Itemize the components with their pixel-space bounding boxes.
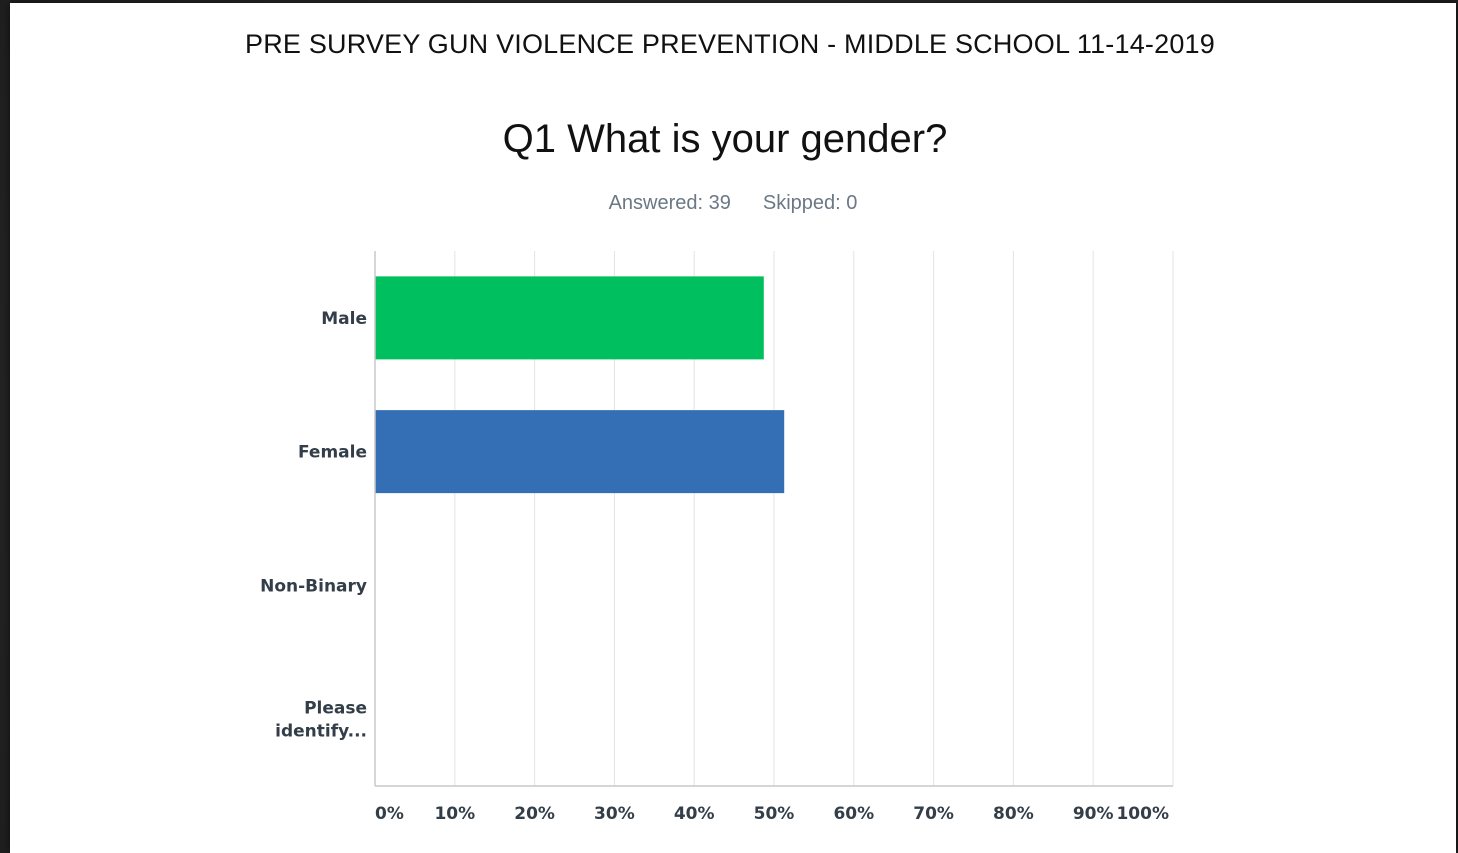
category-label: Please identify... xyxy=(275,699,367,742)
x-tick-label: 20% xyxy=(514,804,555,824)
x-tick-label: 80% xyxy=(993,804,1034,824)
bar xyxy=(375,276,764,360)
skipped-count: Skipped: 0 xyxy=(762,192,858,214)
slide: PRE SURVEY GUN VIOLENCE PREVENTION - MID… xyxy=(10,3,1456,853)
bars xyxy=(375,276,785,494)
x-tick-label: 40% xyxy=(674,804,715,824)
category-label-line: Please xyxy=(304,699,367,719)
x-tick-label: 0% xyxy=(375,804,404,824)
category-label: Non-Binary xyxy=(260,576,367,596)
response-summary: Answered: 39 Skipped: 0 xyxy=(10,192,1456,215)
bar xyxy=(375,410,785,494)
category-label: Male xyxy=(321,309,367,329)
category-label: Female xyxy=(298,443,367,463)
category-label-line: Male xyxy=(321,309,367,329)
category-label-line: Non-Binary xyxy=(260,576,367,596)
axes xyxy=(374,251,1173,787)
category-label-line: Female xyxy=(298,443,367,463)
x-tick-label: 30% xyxy=(594,804,635,824)
x-tick-label: 60% xyxy=(833,804,874,824)
bar-chart: Male Female Non-Binary Please identify... 0%… xyxy=(260,251,1174,824)
x-tick-label: 50% xyxy=(754,804,795,824)
category-label-line: identify... xyxy=(275,722,367,742)
page-title: PRE SURVEY GUN VIOLENCE PREVENTION - MID… xyxy=(245,29,1215,59)
x-tick-label: 70% xyxy=(913,804,954,824)
question-title: Q1 What is your gender? xyxy=(502,117,948,161)
x-tick-label: 100% xyxy=(1116,804,1169,824)
answered-count: Answered: 39 xyxy=(608,192,731,214)
x-tick-label: 10% xyxy=(434,804,475,824)
x-tick-label: 90% xyxy=(1073,804,1114,824)
category-labels: Male Female Non-Binary Please identify... xyxy=(260,309,367,742)
tick-labels: 0% 10% 20% 30% 40% 50% 60% 70% 80% 90% 100% xyxy=(375,804,1169,824)
